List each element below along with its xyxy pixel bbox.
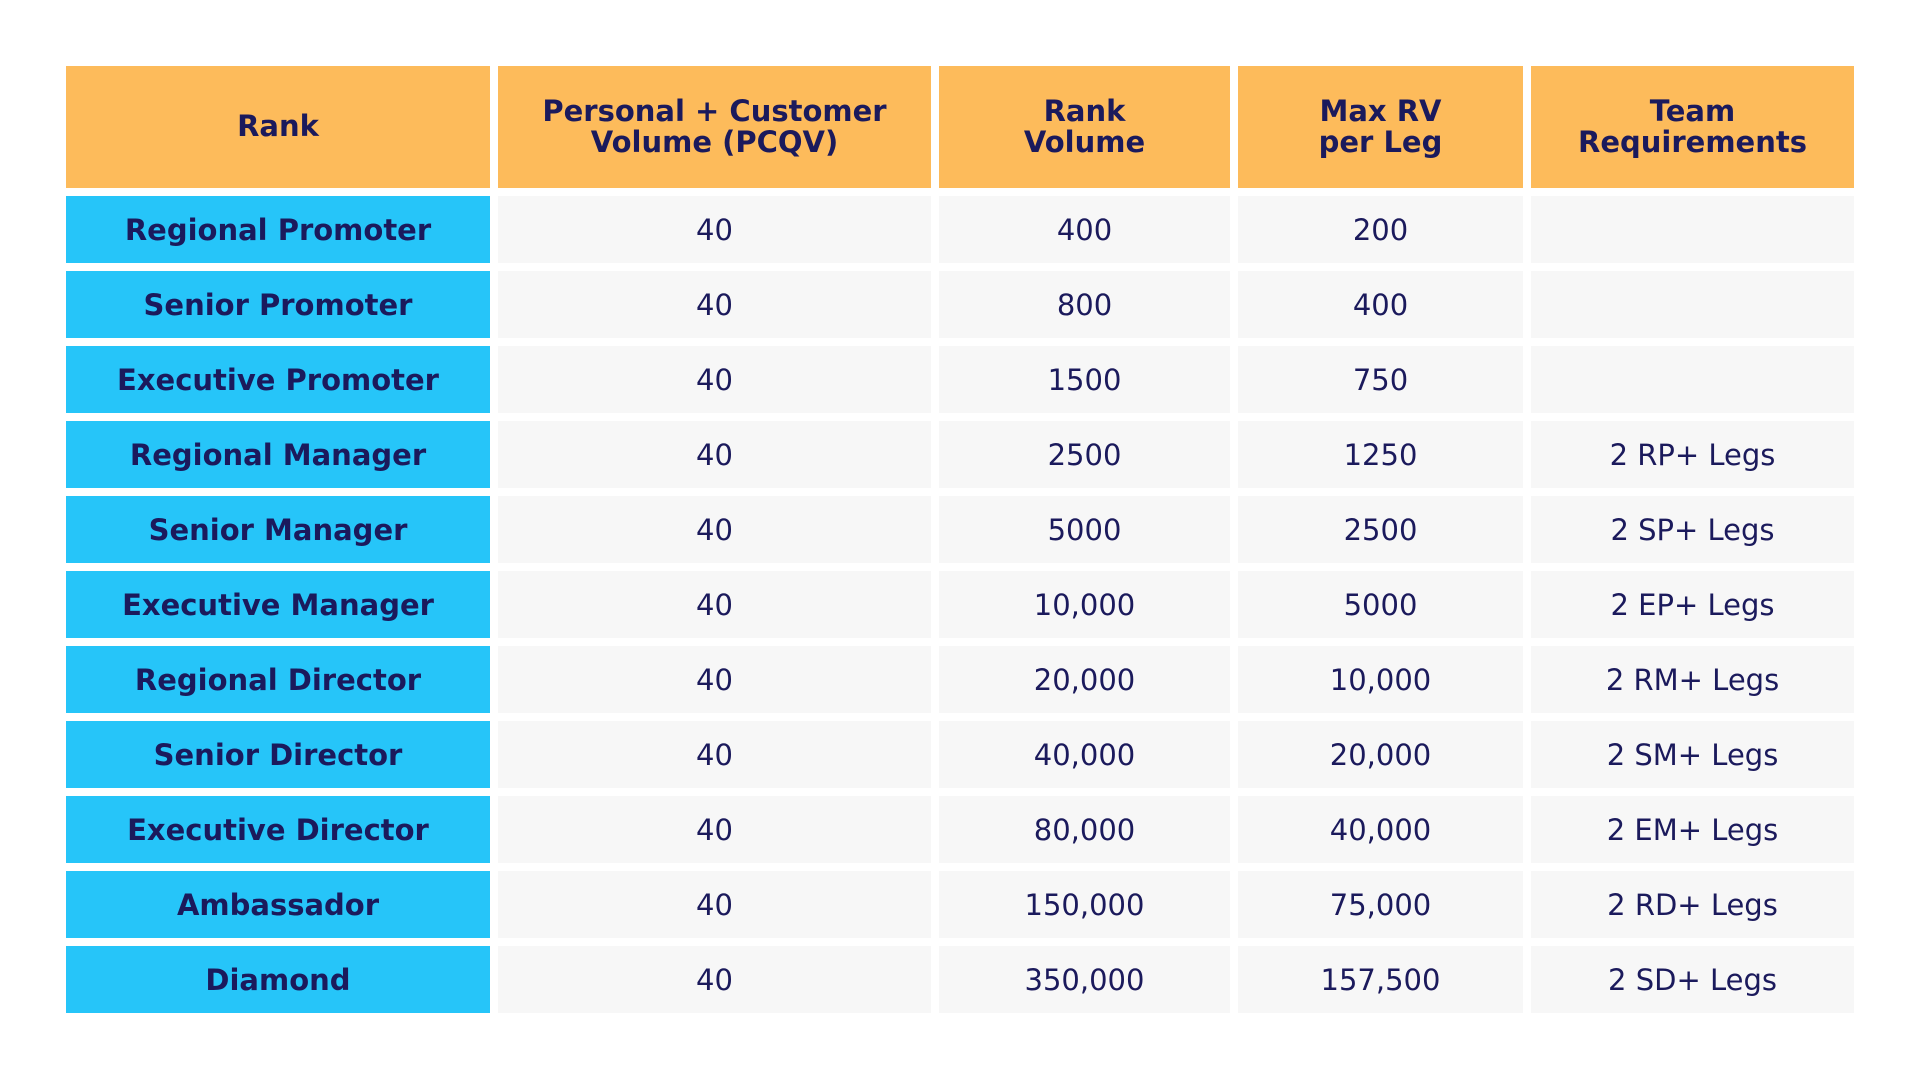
- data-cell: [1531, 196, 1854, 263]
- data-cell: 5000: [1238, 571, 1523, 638]
- data-cell: 40: [498, 346, 931, 413]
- data-cell: 800: [939, 271, 1230, 338]
- rank-cell: Executive Director: [66, 796, 490, 863]
- data-cell: 200: [1238, 196, 1523, 263]
- data-cell: [1531, 346, 1854, 413]
- rank-cell: Regional Manager: [66, 421, 490, 488]
- data-cell: 40,000: [1238, 796, 1523, 863]
- data-cell: 40: [498, 421, 931, 488]
- data-cell: 80,000: [939, 796, 1230, 863]
- data-cell: 2 RM+ Legs: [1531, 646, 1854, 713]
- data-cell: 40: [498, 196, 931, 263]
- rank-cell: Diamond: [66, 946, 490, 1013]
- header-cell: Rank: [66, 66, 490, 188]
- rank-cell: Regional Promoter: [66, 196, 490, 263]
- data-cell: 10,000: [939, 571, 1230, 638]
- data-cell: 20,000: [1238, 721, 1523, 788]
- data-cell: 2 EM+ Legs: [1531, 796, 1854, 863]
- data-cell: 400: [939, 196, 1230, 263]
- rank-cell: Senior Director: [66, 721, 490, 788]
- header-cell: Rank Volume: [939, 66, 1230, 188]
- data-cell: 2 SM+ Legs: [1531, 721, 1854, 788]
- data-cell: 40: [498, 871, 931, 938]
- data-cell: 40: [498, 946, 931, 1013]
- data-cell: 2 SP+ Legs: [1531, 496, 1854, 563]
- rank-cell: Ambassador: [66, 871, 490, 938]
- data-cell: 40: [498, 496, 931, 563]
- data-cell: 2 RP+ Legs: [1531, 421, 1854, 488]
- data-cell: 2 RD+ Legs: [1531, 871, 1854, 938]
- data-cell: 350,000: [939, 946, 1230, 1013]
- data-cell: 40: [498, 271, 931, 338]
- data-cell: 2 EP+ Legs: [1531, 571, 1854, 638]
- header-cell: Personal + Customer Volume (PCQV): [498, 66, 931, 188]
- data-cell: 1500: [939, 346, 1230, 413]
- rank-table: Rank Personal + Customer Volume (PCQV) Ran…: [66, 66, 1854, 1013]
- rank-cell: Senior Promoter: [66, 271, 490, 338]
- data-cell: 2500: [939, 421, 1230, 488]
- data-cell: [1531, 271, 1854, 338]
- data-cell: 10,000: [1238, 646, 1523, 713]
- data-cell: 75,000: [1238, 871, 1523, 938]
- data-cell: 2 SD+ Legs: [1531, 946, 1854, 1013]
- rank-cell: Regional Director: [66, 646, 490, 713]
- data-cell: 400: [1238, 271, 1523, 338]
- data-cell: 750: [1238, 346, 1523, 413]
- data-cell: 5000: [939, 496, 1230, 563]
- header-cell: Team Requirements: [1531, 66, 1854, 188]
- data-cell: 40: [498, 571, 931, 638]
- data-cell: 2500: [1238, 496, 1523, 563]
- rank-cell: Executive Manager: [66, 571, 490, 638]
- data-cell: 20,000: [939, 646, 1230, 713]
- data-cell: 150,000: [939, 871, 1230, 938]
- rank-cell: Executive Promoter: [66, 346, 490, 413]
- data-cell: 40: [498, 721, 931, 788]
- data-cell: 1250: [1238, 421, 1523, 488]
- data-cell: 157,500: [1238, 946, 1523, 1013]
- data-cell: 40,000: [939, 721, 1230, 788]
- data-cell: 40: [498, 646, 931, 713]
- data-cell: 40: [498, 796, 931, 863]
- header-cell: Max RV per Leg: [1238, 66, 1523, 188]
- rank-cell: Senior Manager: [66, 496, 490, 563]
